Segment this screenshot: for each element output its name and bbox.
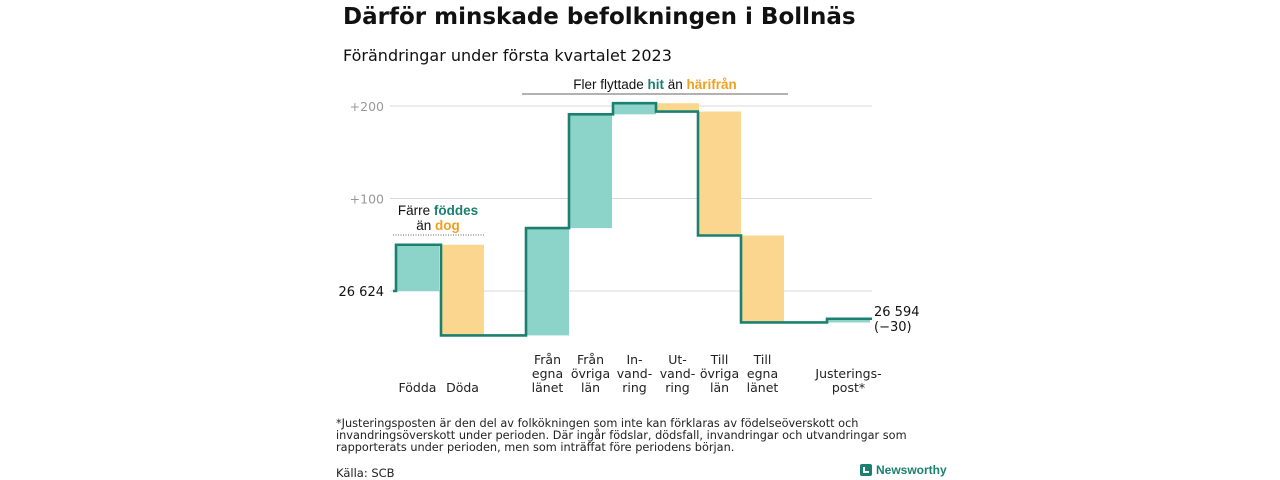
waterfall-bar-1 — [441, 244, 484, 336]
waterfall-bar-7 — [741, 235, 784, 323]
x-category-label-4: In-vand-ring — [617, 352, 652, 395]
end-value-label: 26 594 — [874, 305, 920, 320]
annotation-births-deaths: Färre föddes än dog — [398, 203, 478, 233]
y-tick-label-0: +100 — [350, 192, 384, 207]
x-category-label-7: Till egna länet — [747, 352, 779, 395]
waterfall-bar-8 — [827, 318, 870, 323]
x-category-label-1: Döda — [446, 380, 479, 395]
x-category-label-5: Ut-vand-ring — [660, 352, 695, 395]
waterfall-bar-5 — [656, 103, 699, 112]
waterfall-bar-6 — [698, 111, 741, 236]
brand-name: Newsworthy — [876, 463, 947, 477]
brand-logo: Newsworthy — [860, 463, 947, 477]
footnote: *Justeringsposten är den del av folkökni… — [336, 417, 907, 454]
end-change-label: (−30) — [874, 320, 912, 335]
waterfall-bar-0 — [396, 244, 439, 291]
x-category-label-0: Födda — [399, 380, 437, 395]
annotation-migration: Fler flyttade hit än härifrån — [573, 77, 737, 92]
chart-subtitle: Förändringar under första kvartalet 2023 — [343, 46, 672, 65]
waterfall-bar-3 — [569, 114, 612, 229]
start-value-label: 26 624 — [339, 285, 385, 300]
waterfall-bar-4 — [613, 103, 656, 115]
source-note: Källa: SCB — [336, 466, 395, 480]
x-category-label-6: Till övriga län — [700, 352, 739, 395]
x-category-label-8: Justerings-post* — [814, 366, 881, 395]
x-category-label-2: Från egna länet — [532, 352, 564, 395]
y-tick-label-1: +200 — [350, 99, 384, 114]
newsworthy-logo-icon — [860, 464, 872, 476]
x-category-label-3: Från övriga län — [571, 352, 610, 395]
chart-title: Därför minskade befolkningen i Bollnäs — [343, 4, 856, 30]
cumulative-step-line — [393, 101, 872, 337]
waterfall-bar-2 — [526, 228, 569, 336]
